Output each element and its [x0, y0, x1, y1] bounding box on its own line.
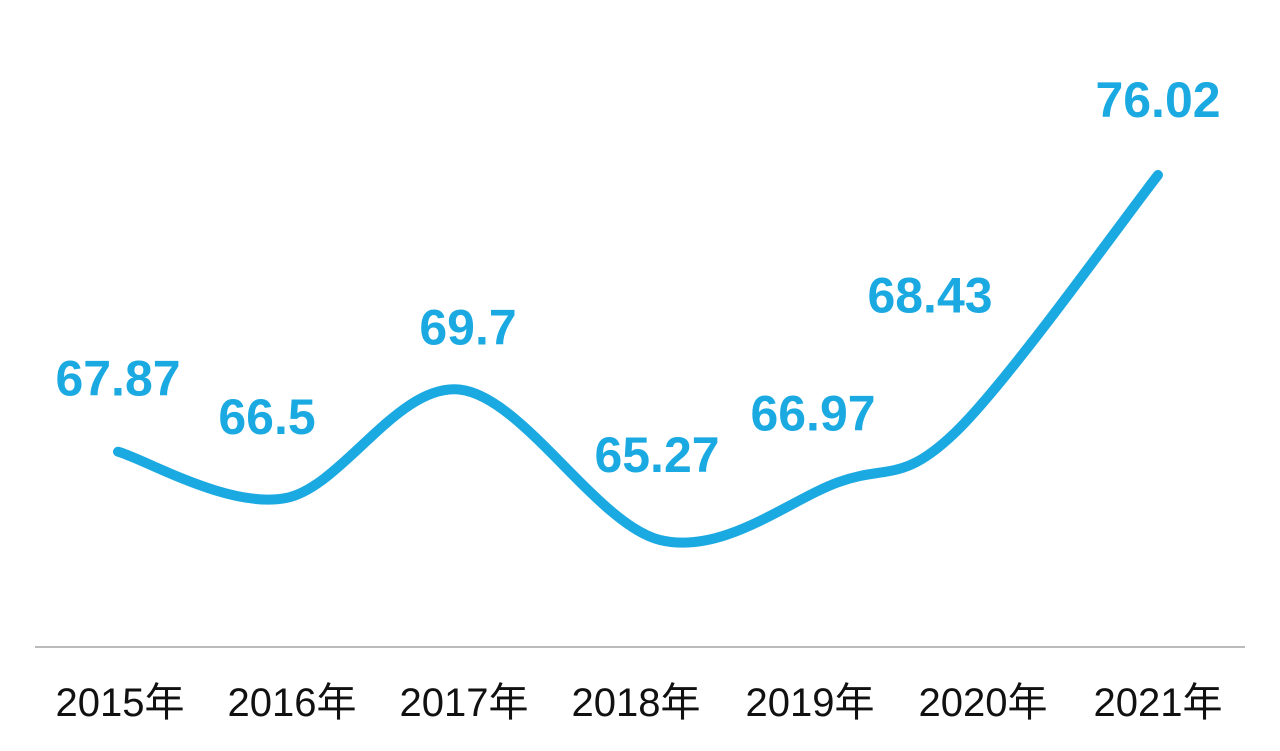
data-labels: 67.87 66.5 69.7 65.27 66.97 68.43 76.02 — [55, 72, 1220, 483]
x-tick-label-1: 2015年 — [56, 681, 185, 725]
data-label-7: 76.02 — [1095, 72, 1220, 128]
data-label-4: 65.27 — [594, 427, 719, 483]
x-tick-label-3: 2017年 — [400, 681, 529, 725]
x-tick-label-6: 2020年 — [919, 681, 1048, 725]
data-label-1: 67.87 — [55, 351, 180, 407]
x-axis-tick-labels: 2015年 2016年 2017年 2018年 2019年 2020年 2021年 — [56, 681, 1223, 725]
x-tick-label-4: 2018年 — [572, 681, 701, 725]
data-label-3: 69.7 — [419, 300, 516, 356]
x-tick-label-5: 2019年 — [746, 681, 875, 725]
series-line — [113, 170, 1163, 548]
x-tick-label-2: 2016年 — [228, 681, 357, 725]
data-label-6: 68.43 — [867, 268, 992, 324]
data-label-2: 66.5 — [218, 389, 315, 445]
x-tick-label-7: 2021年 — [1094, 681, 1223, 725]
data-label-5: 66.97 — [750, 385, 875, 441]
